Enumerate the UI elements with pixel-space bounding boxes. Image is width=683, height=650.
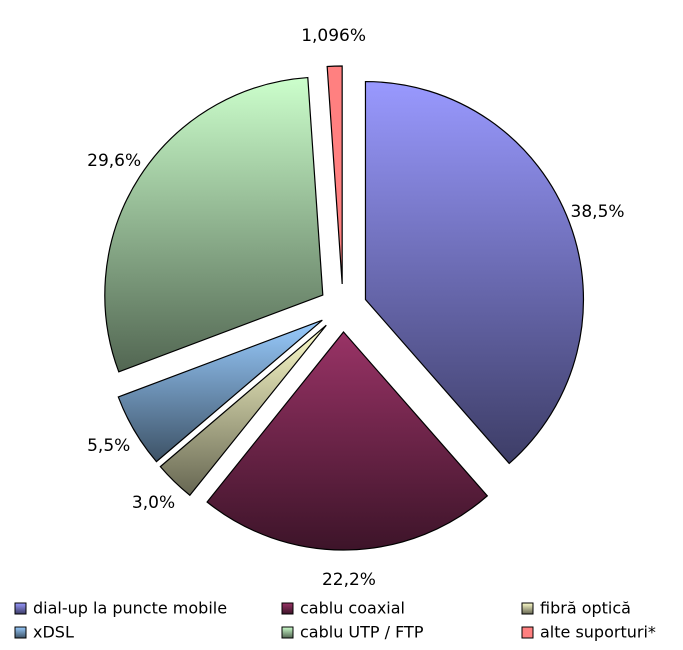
legend-swatch [14,626,27,639]
legend-label: cablu UTP / FTP [300,623,424,642]
pie-slice [104,76,324,373]
legend-swatch [521,602,534,615]
pie-slice [326,65,343,285]
data-label: 1,096% [301,26,366,46]
pie-slice [206,331,489,551]
legend-label: xDSL [33,623,74,642]
data-label: 22,2% [322,570,376,590]
pie-slice [117,319,323,463]
legend-label: cablu coaxial [300,599,405,618]
pie-slice [364,80,585,465]
legend-swatch [14,602,27,615]
pie-slice [159,324,327,497]
legend-label: alte suporturi* [540,623,656,642]
legend-label: dial-up la puncte mobile [33,599,227,618]
data-label: 3,0% [132,493,175,513]
data-label: 38,5% [571,202,625,222]
legend-label: fibră optică [540,599,631,618]
data-label: 5,5% [87,436,130,456]
legend-swatch [281,626,294,639]
legend-swatch [521,626,534,639]
data-label: 29,6% [87,151,141,171]
legend-swatch [281,602,294,615]
